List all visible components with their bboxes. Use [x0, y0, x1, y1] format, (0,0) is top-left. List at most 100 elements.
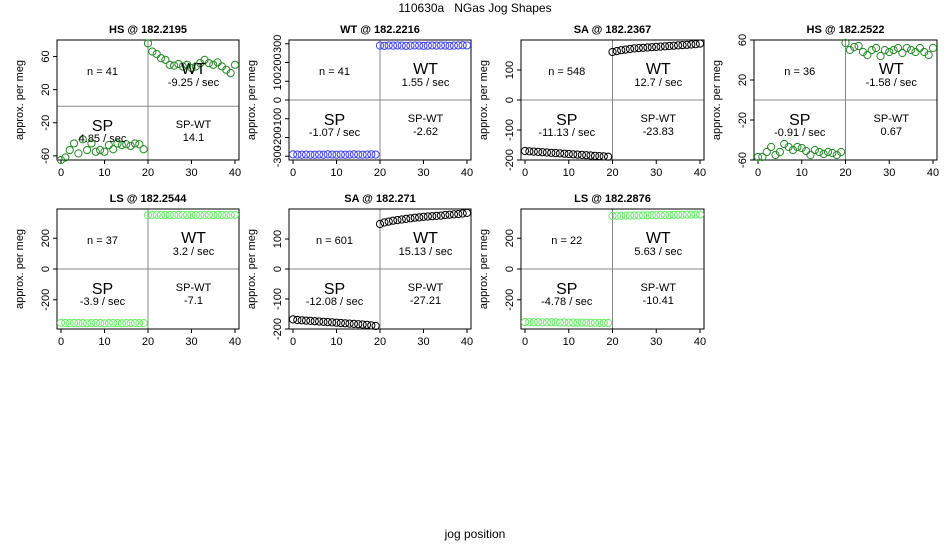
panel-4-data-point [867, 45, 876, 55]
panel-5-spwt-value: -7.1 [184, 295, 203, 307]
panel-5-data-point [196, 211, 205, 220]
panel-2-data-point [310, 150, 319, 159]
panel-5-data-point [209, 210, 218, 220]
panel-4-wt-rate: -1.58 / sec [866, 77, 918, 89]
panel-2-data-point [341, 150, 350, 159]
panel-4-spwt-label: SP-WT [874, 113, 910, 125]
panel-1-data-point [74, 149, 83, 158]
panel-4-data-point [858, 47, 868, 57]
panel-1-data-point [143, 39, 153, 48]
panel-3-data-point [682, 40, 691, 49]
panel-3-y-tick-label: -200 [504, 149, 516, 171]
panel-1-data-point [174, 59, 183, 69]
panel-7-data-point [590, 318, 600, 327]
panel-5-data-point [113, 319, 122, 328]
panel-7-data-point [525, 317, 534, 327]
panel-4-data-point [788, 145, 798, 155]
panel-2-n-label: n = 41 [319, 66, 350, 78]
panel-4-x-tick-label: 10 [796, 167, 808, 179]
panel-1-data-point [178, 62, 187, 71]
panel-6-data-point [454, 210, 463, 219]
panel-5-data-point [217, 210, 227, 220]
panel-6-title: SA @ 182.271 [344, 193, 415, 205]
panel-7-x-tick-label: 0 [522, 336, 528, 348]
panel-2-data-point [458, 41, 467, 50]
panel-4-x-tick-label: 40 [927, 167, 939, 179]
panel-1-data-point [139, 145, 148, 154]
panel-4-title: HS @ 182.2522 [807, 24, 885, 36]
panel-7-data-point [573, 318, 582, 327]
panel-5-data-point [226, 210, 235, 220]
panel-3-data-point [529, 147, 538, 156]
panel-2-data-point [358, 150, 367, 159]
panel-1-data-point [56, 155, 66, 165]
panel-3-data-point [625, 44, 635, 54]
panel-7-data-point [595, 318, 604, 327]
panel-3-data-point [691, 40, 700, 49]
panel-5-data-point [156, 210, 166, 220]
panel-7-data-point [674, 210, 683, 219]
panel-6-data-point [415, 213, 424, 222]
panel-7-spwt-value: -10.41 [643, 295, 674, 307]
panel-3-data-point [647, 43, 656, 52]
panel-2-data-point [293, 150, 302, 159]
panel-2-y-tick-label: -200 [272, 126, 284, 148]
panel-6-sp-label: SP [324, 281, 345, 298]
panel-6-data-point [402, 214, 411, 223]
panel-7-x-tick-label: 30 [650, 336, 662, 348]
panel-1-data-point [126, 141, 135, 151]
panel-3-data-point [551, 149, 560, 158]
panel-4-data-point [780, 139, 789, 149]
panel-7-sp-label: SP [556, 281, 577, 298]
panel-4-data-point [902, 43, 911, 53]
panel-5-data-point [61, 318, 70, 328]
panel-4-data-point [784, 142, 793, 152]
panel-4-data-point [753, 152, 763, 162]
panel-6-data-point [315, 317, 324, 326]
panel-4-data-point [797, 143, 806, 153]
panel-7-data-point [652, 211, 661, 220]
panel-3-data-point [634, 44, 643, 53]
panel-2-data-point [306, 150, 315, 159]
panel-2-data-point [454, 41, 463, 50]
panel-4-spwt-value: 0.67 [881, 126, 902, 138]
panel-1-data-point [122, 140, 131, 149]
panel-6-y-label: approx. per meg [246, 229, 258, 309]
panel-2-data-point [406, 41, 415, 50]
panel-2-data-point [380, 41, 389, 50]
panel-6-data-point [345, 319, 354, 328]
panel-2-y-tick-label: 100 [272, 72, 284, 90]
panel-1-x-tick-label: 10 [98, 167, 110, 179]
panel-5-data-point [174, 210, 183, 220]
panel-4-data-point [893, 43, 903, 53]
panel-3-data-point [599, 152, 608, 161]
panel-4-data-point [928, 43, 938, 53]
panel-5-data-point [78, 319, 87, 328]
panel-5-y-tick-label: 0 [40, 266, 52, 272]
panel-6-data-point [380, 218, 389, 227]
panel-6-data-point [328, 318, 337, 327]
panel-1-data-point [209, 60, 218, 69]
panel-1-data-point [226, 69, 235, 78]
panel-5-data-point [230, 210, 240, 219]
panel-2-data-point [419, 41, 428, 50]
panel-4-x-tick-label: 0 [755, 167, 761, 179]
panel-4-y-tick-label: -60 [737, 152, 749, 168]
panel-5-data-point [165, 210, 174, 220]
panel-3-data-point [621, 45, 630, 54]
panel-2-sp-label: SP [324, 112, 345, 129]
panel-3-data-point [595, 152, 604, 161]
panel-7-data-point [643, 211, 652, 220]
panel-3-data-point [520, 146, 530, 156]
panel-7-title: LS @ 182.2876 [574, 193, 651, 205]
panel-1-data-point [69, 139, 79, 148]
panel-5-data-point [126, 319, 135, 328]
panel-2-data-point [332, 150, 341, 159]
panel-6-y-tick-label: 100 [272, 230, 284, 248]
panel-5-data-point [143, 211, 153, 220]
panel-5-n-label: n = 37 [87, 235, 118, 247]
panel-1-data-point [61, 153, 70, 162]
panel-1-data-point [156, 54, 166, 63]
panel-7-data-point [647, 211, 656, 220]
panel-7-data-point [586, 318, 595, 327]
